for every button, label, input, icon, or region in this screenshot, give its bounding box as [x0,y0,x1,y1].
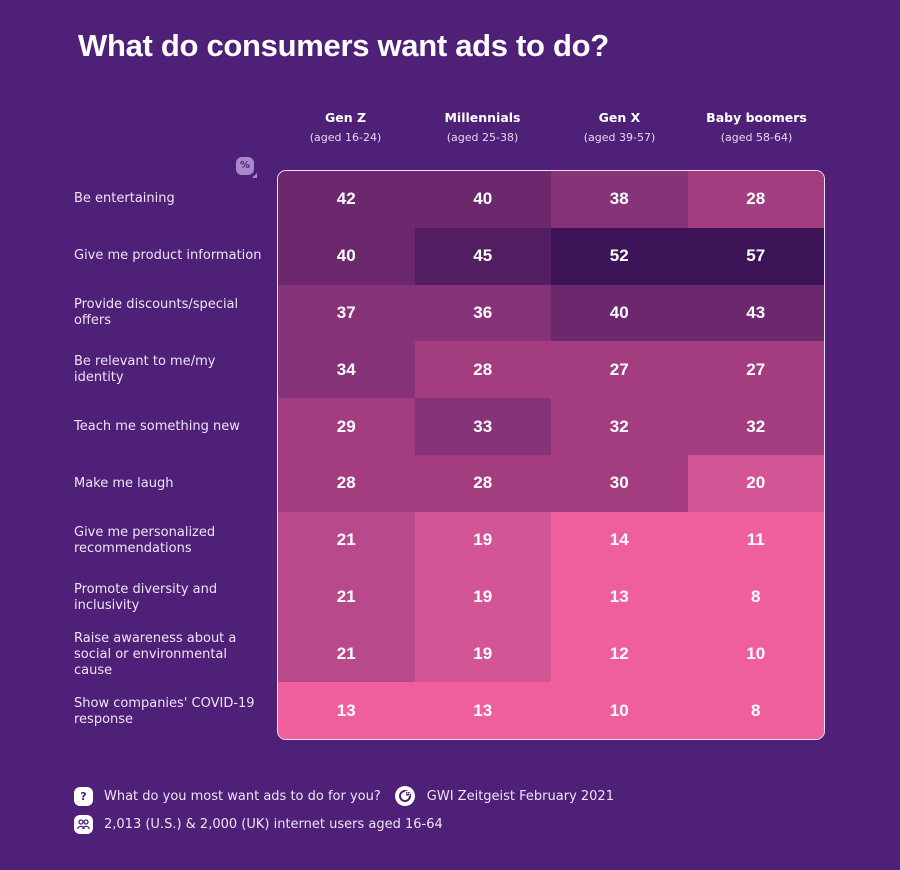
footer-sample-row: 2,013 (U.S.) & 2,000 (UK) internet users… [74,815,443,834]
heatmap-cell: 34 [278,341,415,399]
heatmap-cell: 19 [414,625,551,683]
heatmap-cell: 13 [414,682,551,739]
row-label: Give me personalized recommendations [74,524,216,556]
heatmap-cell: 28 [414,454,551,512]
heatmap-cell: 21 [278,568,415,626]
heatmap-cell: 27 [551,341,688,399]
row-label: Raise awareness about a social or enviro… [74,630,237,678]
gwi-logo-icon [394,786,415,806]
footer-question-row: ? What do you most want ads to do for yo… [74,786,614,806]
heatmap-grid: 42 40 38 28 40 45 52 57 37 36 40 43 34 28 27 27 29 33 32 32… [277,170,825,740]
row-label: Promote diversity and inclusivity [74,581,218,613]
heatmap-cell: 11 [687,511,824,569]
heatmap-cell: 13 [551,568,688,626]
heatmap-cell: 40 [414,171,551,228]
question-icon: ? [74,786,93,806]
heatmap-cell: 8 [687,568,824,626]
heatmap-cell: 21 [278,511,415,569]
heatmap-cell: 45 [414,227,551,285]
column-header-age: (aged 16-24) [309,131,382,144]
footer-source: GWI Zeitgeist February 2021 [426,788,614,804]
heatmap-cell: 12 [551,625,688,683]
heatmap-cell: 28 [278,454,415,512]
heatmap-cell: 19 [414,511,551,569]
heatmap-cell: 30 [551,454,688,512]
row-label: Show companies' COVID-19 response [74,695,255,727]
heatmap-cell: 32 [687,398,824,455]
footer-question: What do you most want ads to do for you? [104,788,381,804]
column-header: Gen X (aged 39-57) [551,110,688,144]
heatmap-cell: 13 [278,682,415,739]
column-header-age: (aged 25-38) [446,131,519,144]
column-header-name: Gen X [598,110,641,125]
heatmap-cell: 8 [687,682,824,739]
row-label: Be relevant to me/my identity [74,353,216,385]
heatmap-cell: 28 [687,171,824,228]
row-label: Give me product information [74,247,262,263]
heatmap-cell: 21 [278,625,415,683]
heatmap-cell: 27 [687,341,824,399]
heatmap-cell: 40 [551,284,688,342]
heatmap-cell: 29 [278,398,415,455]
column-header-name: Millennials [444,110,521,125]
users-icon [74,815,93,834]
heatmap-cell: 10 [687,625,824,683]
footer-sample: 2,013 (U.S.) & 2,000 (UK) internet users… [104,817,443,832]
heatmap-cell: 19 [414,568,551,626]
heatmap-cell: 32 [551,398,688,455]
heatmap-cell: 38 [551,171,688,228]
row-label: Teach me something new [74,418,240,434]
heatmap-cell: 36 [414,284,551,342]
percent-icon: % [236,157,257,178]
row-label: Make me laugh [74,475,174,491]
column-header-age: (aged 39-57) [583,131,656,144]
heatmap-cell: 33 [414,398,551,455]
heatmap-cell: 10 [551,682,688,739]
heatmap-cell: 14 [551,511,688,569]
column-header-age: (aged 58-64) [720,131,793,144]
column-header-name: Gen Z [324,110,367,125]
column-header: Millennials (aged 25-38) [414,110,551,144]
heatmap-cell: 37 [278,284,415,342]
heatmap-cell: 28 [414,341,551,399]
heatmap-cell: 57 [687,227,824,285]
column-header: Gen Z (aged 16-24) [277,110,414,144]
heatmap-cell: 40 [278,227,415,285]
heatmap-cell: 43 [687,284,824,342]
heatmap-cell: 20 [687,454,824,512]
row-label: Provide discounts/special offers [74,296,239,328]
chart-title: What do consumers want ads to do? [78,28,609,63]
column-header-name: Baby boomers [706,110,807,125]
column-header: Baby boomers (aged 58-64) [688,110,825,144]
row-label: Be entertaining [74,190,175,206]
heatmap-cell: 42 [278,171,415,228]
heatmap-cell: 52 [551,227,688,285]
